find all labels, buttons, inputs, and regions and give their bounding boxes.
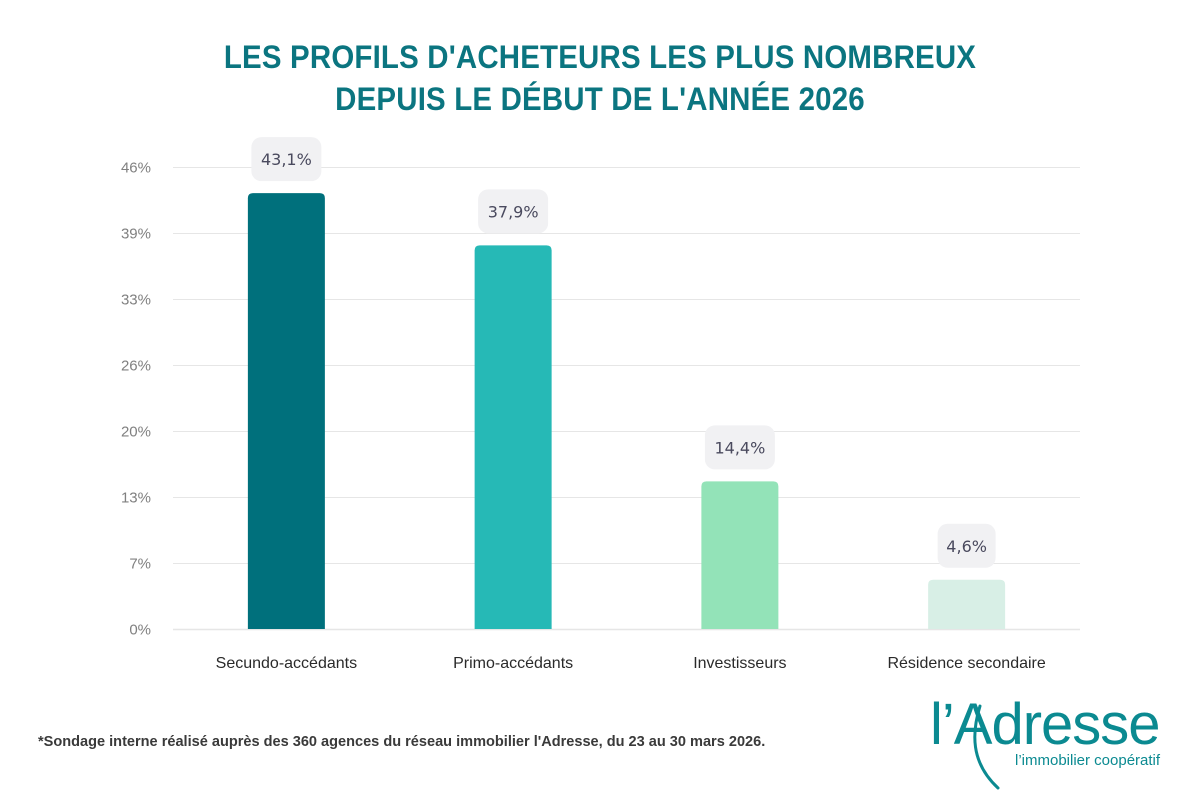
y-tick-label: 46% (121, 160, 151, 177)
y-axis-ticks: 0% 7% 13% 20% 26% 33% 39% 46% (121, 160, 151, 639)
brand-logo: l’Adresse l’immobilier coopératif (920, 692, 1180, 792)
data-label: 37,9% (488, 202, 539, 221)
x-axis-ticks: Secundo-accédants Primo-accédants Investis… (216, 655, 1046, 672)
x-tick-label: Investisseurs (693, 655, 786, 672)
bar (247, 193, 325, 629)
y-tick-label: 39% (121, 226, 151, 243)
data-label-pill (704, 425, 775, 470)
logo-tagline: l’immobilier coopératif (1015, 752, 1161, 769)
logo-wordmark: l’Adresse (930, 692, 1161, 757)
y-tick-label: 13% (121, 490, 151, 507)
y-tick-label: 33% (121, 292, 151, 309)
chart-title-line-2: DEPUIS LE DÉBUT DE L'ANNÉE 2026 (335, 81, 865, 117)
logo-swoosh-icon (973, 704, 1000, 790)
y-tick-label: 0% (129, 622, 151, 639)
y-tick-label: 7% (129, 556, 151, 573)
chart-title: LES PROFILS D'ACHETEURS LES PLUS NOMBREU… (48, 36, 1152, 120)
x-tick-label: Secundo-accédants (216, 655, 357, 672)
bar-chart: 0% 7% 13% 20% 26% 33% 39% 46% 43,1% 37,9% 14,4% 4,… (121, 137, 1080, 672)
footnote: *Sondage interne réalisé auprès des 360 … (38, 733, 766, 750)
x-tick-label: Résidence secondaire (887, 655, 1045, 672)
bar (701, 481, 779, 629)
data-label-pill (937, 523, 996, 568)
data-label-pill (478, 189, 549, 234)
data-labels: 43,1% 37,9% 14,4% 4,6% (251, 137, 996, 568)
y-tick-label: 20% (121, 424, 151, 441)
data-label: 4,6% (946, 537, 987, 556)
x-tick-label: Primo-accédants (453, 655, 573, 672)
bars (247, 193, 1006, 629)
y-tick-label: 26% (121, 358, 151, 375)
bar (474, 245, 552, 629)
chart-title-line-1: LES PROFILS D'ACHETEURS LES PLUS NOMBREU… (223, 39, 977, 75)
data-label: 43,1% (261, 150, 312, 169)
data-label-pill (251, 137, 322, 182)
data-label: 14,4% (714, 438, 765, 457)
bar (928, 579, 1006, 629)
